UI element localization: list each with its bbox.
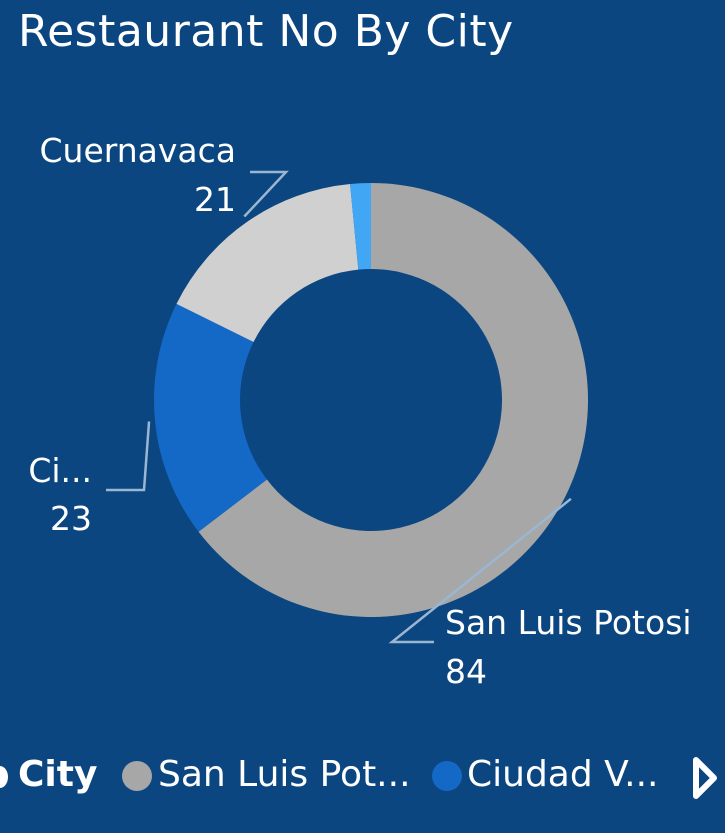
leader-line <box>388 497 572 644</box>
donut-slices <box>154 183 589 617</box>
data-label-category: Ci... <box>28 451 92 490</box>
legend-title: City <box>18 754 98 795</box>
legend-item-san-luis-potosi[interactable]: San Luis Pot... <box>158 754 411 795</box>
legend-cut-marker <box>0 766 8 788</box>
chevron-right-icon[interactable] <box>690 754 720 802</box>
chart-title: Restaurant No By City <box>18 6 514 57</box>
legend-marker-ciudad <box>432 761 462 791</box>
leader-line <box>243 170 289 218</box>
data-labels: San Luis Potosi 84 Ci... 23 Cuernavaca 21 <box>28 131 691 691</box>
legend-item-ciudad[interactable]: Ciudad V... <box>467 754 659 795</box>
slice-ciudad-v[interactable] <box>154 303 267 532</box>
donut-chart: San Luis Potosi 84 Ci... 23 Cuernavaca 21 <box>28 131 691 691</box>
slice-cuernavaca[interactable] <box>176 184 359 342</box>
data-label-value: 84 <box>445 652 487 691</box>
data-label-value: 21 <box>194 180 236 219</box>
legend: City San Luis Pot... Ciudad V... <box>0 748 725 808</box>
legend-marker-san-luis-potosi <box>122 761 152 791</box>
leader-line <box>106 421 151 492</box>
slice-san-luis-potosi[interactable] <box>198 183 589 617</box>
data-label-category: San Luis Potosi <box>445 603 692 642</box>
data-label-category: Cuernavaca <box>39 131 236 170</box>
data-label-value: 23 <box>50 499 92 538</box>
leader-lines <box>106 170 572 644</box>
slice-unlabeled[interactable] <box>350 183 371 270</box>
